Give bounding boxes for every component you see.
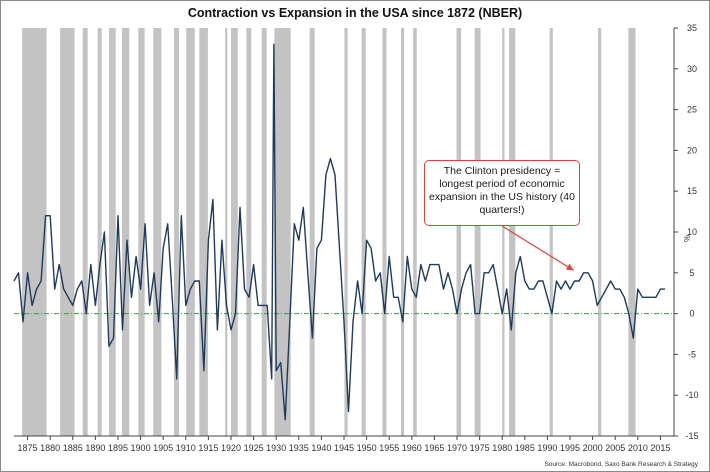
arrow-shaft [501, 225, 574, 271]
x-tick-label: 2005 [605, 443, 625, 453]
x-tick-label: 1890 [85, 443, 105, 453]
y-tick-label: -5 [688, 349, 696, 359]
x-tick-label: 1955 [379, 443, 399, 453]
source-note: Source: Macrobond, Saxo Bank Research & … [544, 461, 698, 468]
x-tick-label: 1980 [492, 443, 512, 453]
y-tick-label: 35 [687, 23, 697, 33]
x-tick-label: 1995 [560, 443, 580, 453]
x-tick-label: 1985 [515, 443, 535, 453]
y-tick-label: 0 [689, 309, 694, 319]
x-tick-label: 1975 [470, 443, 490, 453]
recession-band [309, 28, 315, 436]
x-tick-label: 1905 [153, 443, 173, 453]
recession-band [230, 28, 238, 436]
recession-band [456, 28, 462, 436]
series-lines [13, 43, 665, 421]
y-tick-label: -15 [685, 431, 698, 441]
x-tick-label: 2000 [583, 443, 603, 453]
y-axis-unit-label: % [682, 235, 691, 242]
x-tick-label: 1910 [176, 443, 196, 453]
chart-title: Contraction vs Expansion in the USA sinc… [187, 6, 523, 20]
recession-band [344, 28, 348, 436]
y-tick-label: 15 [687, 186, 697, 196]
recession-band [97, 28, 102, 436]
recession-band [382, 28, 387, 436]
recession-band [598, 28, 602, 436]
recession-band [60, 28, 75, 436]
x-tick-label: 1965 [424, 443, 444, 453]
x-axis: 1875 1880 1885 1890 1895 1900 1905 1910 1915 1920… [14, 435, 674, 453]
y-tick-label: 20 [687, 145, 697, 155]
recession-band [549, 28, 553, 436]
x-tick-label: 1970 [447, 443, 467, 453]
x-tick-label: 1915 [198, 443, 218, 453]
y-tick-label: 25 [687, 105, 697, 115]
recession-band [502, 28, 505, 436]
x-tick-label: 1925 [244, 443, 264, 453]
recession-band [199, 28, 208, 436]
recession-band [400, 28, 405, 436]
x-tick-label: 1935 [289, 443, 309, 453]
recession-band [186, 28, 195, 436]
x-tick-label: 1895 [108, 443, 128, 453]
recession-band [413, 28, 417, 436]
y-tick-label: 10 [687, 227, 697, 237]
annotation-callout: The Clinton presidency = longest period … [424, 160, 580, 226]
x-tick-label: 1950 [357, 443, 377, 453]
recession-band [174, 28, 179, 436]
recession-band [153, 28, 162, 436]
callout-arrow [501, 225, 574, 271]
x-tick-label: 1885 [63, 443, 83, 453]
recession-band [108, 28, 116, 436]
recession-band [122, 28, 130, 436]
recession-band [628, 28, 636, 436]
x-tick-label: 1945 [334, 443, 354, 453]
x-tick-label: 2010 [628, 443, 648, 453]
recession-band [138, 28, 145, 436]
recession-band [22, 28, 47, 436]
x-tick-label: 2015 [650, 443, 670, 453]
recession-band [261, 28, 267, 436]
recession-band [274, 28, 291, 436]
y-axis: 35 30 25 20 15 10 5 0 -5 -10 -15 [673, 23, 699, 441]
x-tick-label: 1940 [311, 443, 331, 453]
y-tick-label: 5 [689, 268, 694, 278]
x-tick-label: 1875 [18, 443, 38, 453]
x-tick-label: 1920 [221, 443, 241, 453]
y-tick-label: 30 [687, 64, 697, 74]
x-tick-label: 1880 [40, 443, 60, 453]
x-tick-label: 1900 [131, 443, 151, 453]
recession-band [361, 28, 366, 436]
x-tick-label: 1960 [402, 443, 422, 453]
recession-band [246, 28, 252, 436]
recession-band [82, 28, 88, 436]
x-tick-label: 1930 [266, 443, 286, 453]
recession-band [474, 28, 481, 436]
recession-band [225, 28, 228, 436]
arrow-head [565, 263, 574, 271]
recession-bands [22, 28, 636, 436]
x-tick-label: 1990 [537, 443, 557, 453]
y-tick-label: -10 [685, 390, 698, 400]
series-line [13, 43, 665, 421]
